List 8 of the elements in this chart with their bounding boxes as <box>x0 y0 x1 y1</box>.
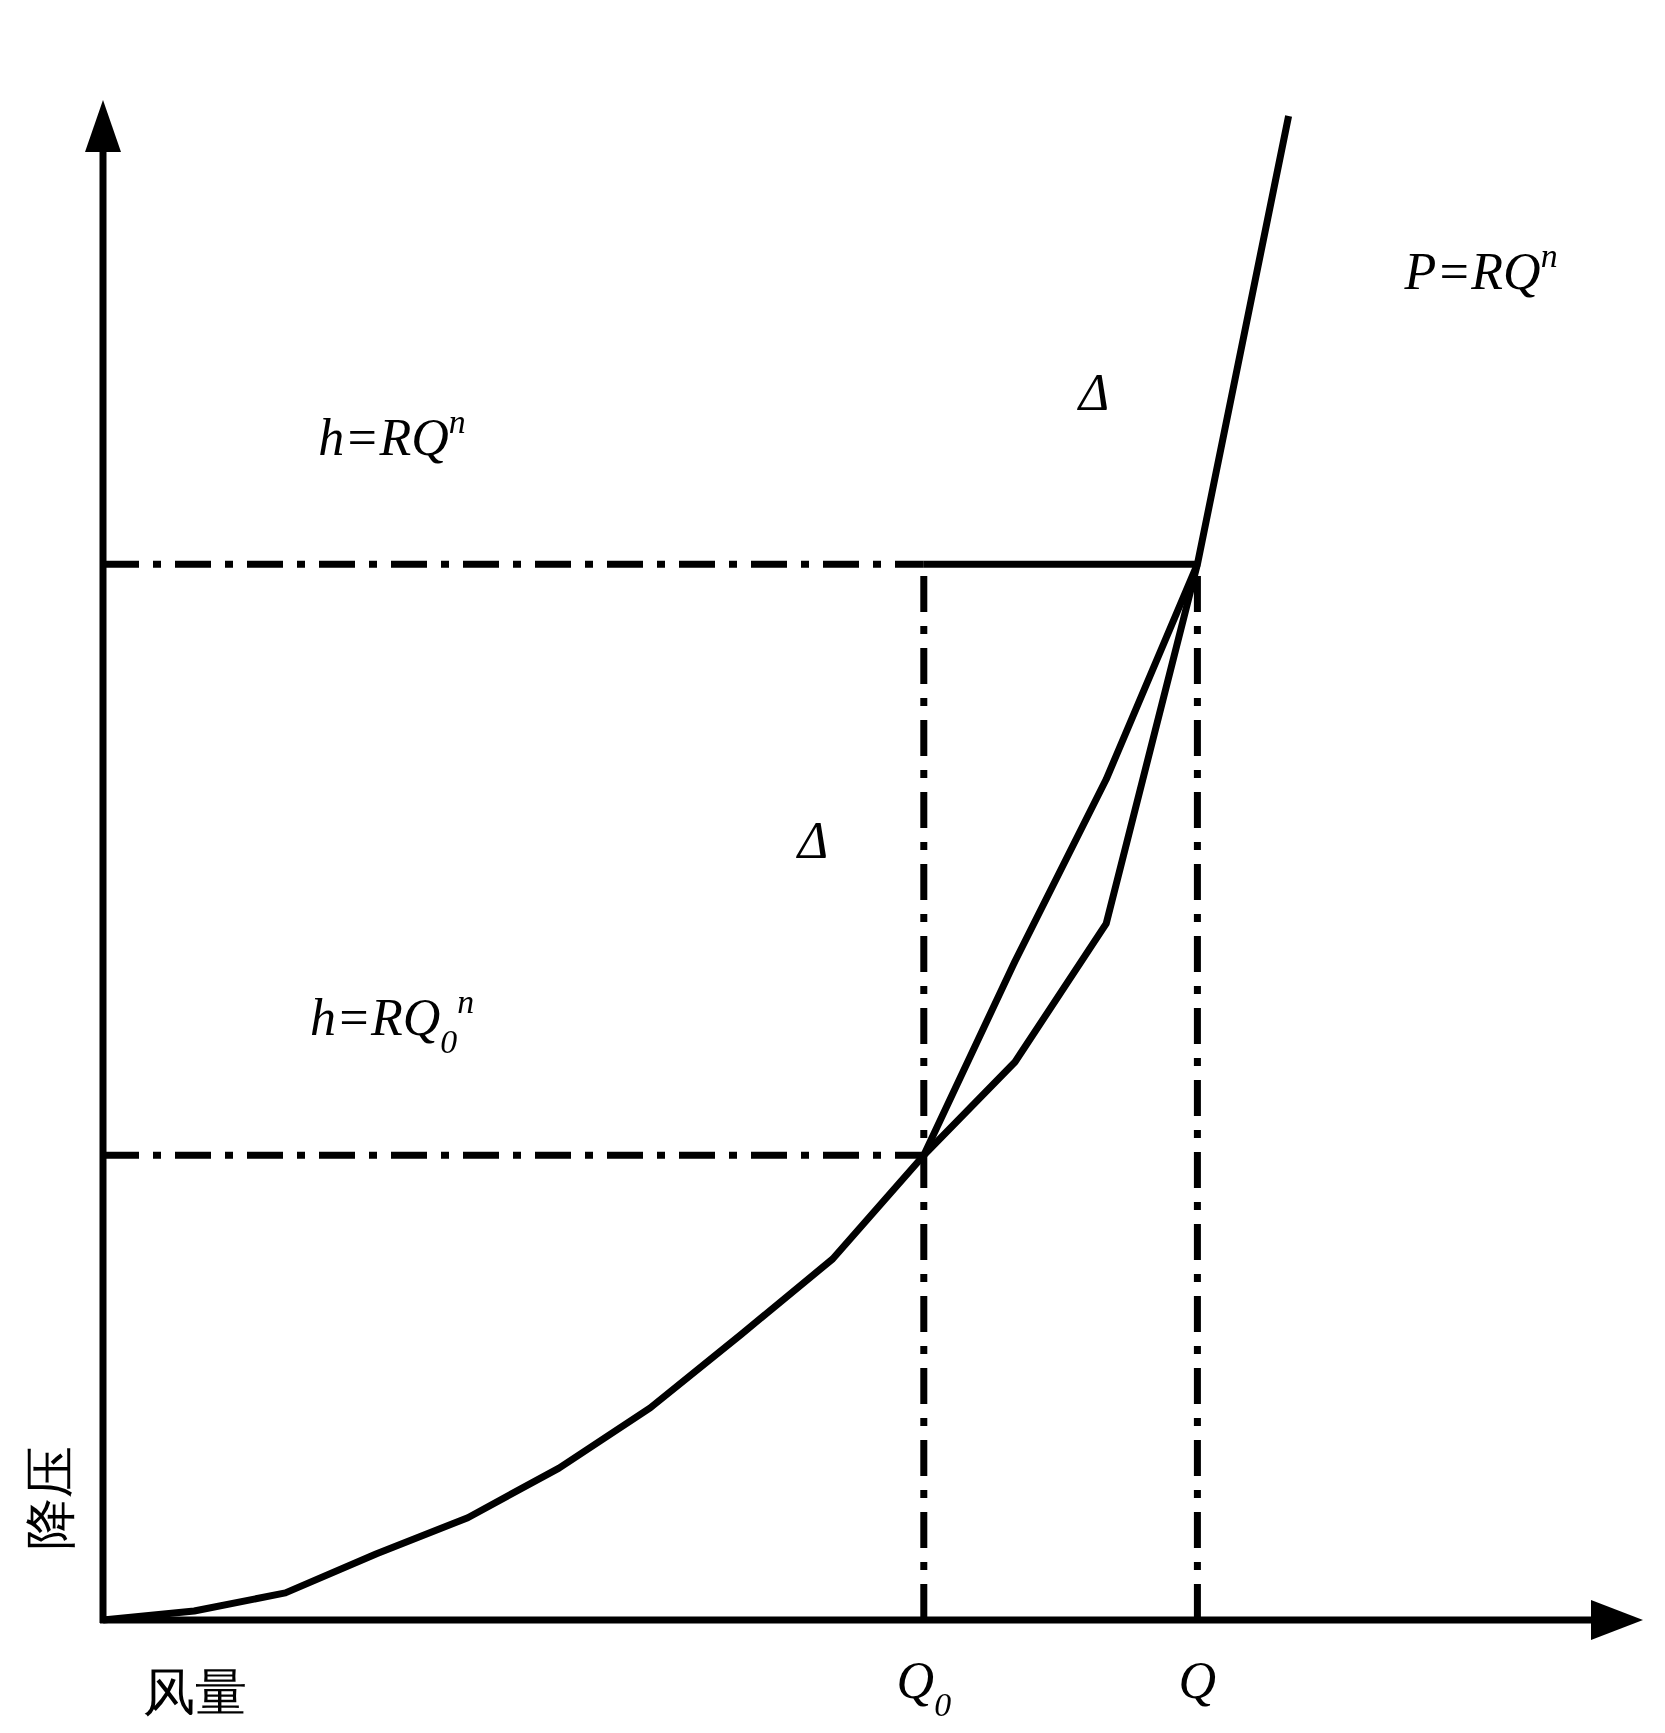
text: P=RQ$^{n}$ <box>1403 236 1558 300</box>
x-tick-label: Q <box>1178 1652 1217 1709</box>
annotation: h=RQ$^{n}$ <box>318 402 466 466</box>
x-tick-label: Q$_{0}$ <box>896 1652 952 1723</box>
annotation: Δ <box>795 812 829 869</box>
annotation: Δ <box>1076 364 1110 421</box>
y-axis-title: 降压 <box>22 1446 79 1550</box>
x-axis-title: 风量 <box>143 1664 247 1721</box>
